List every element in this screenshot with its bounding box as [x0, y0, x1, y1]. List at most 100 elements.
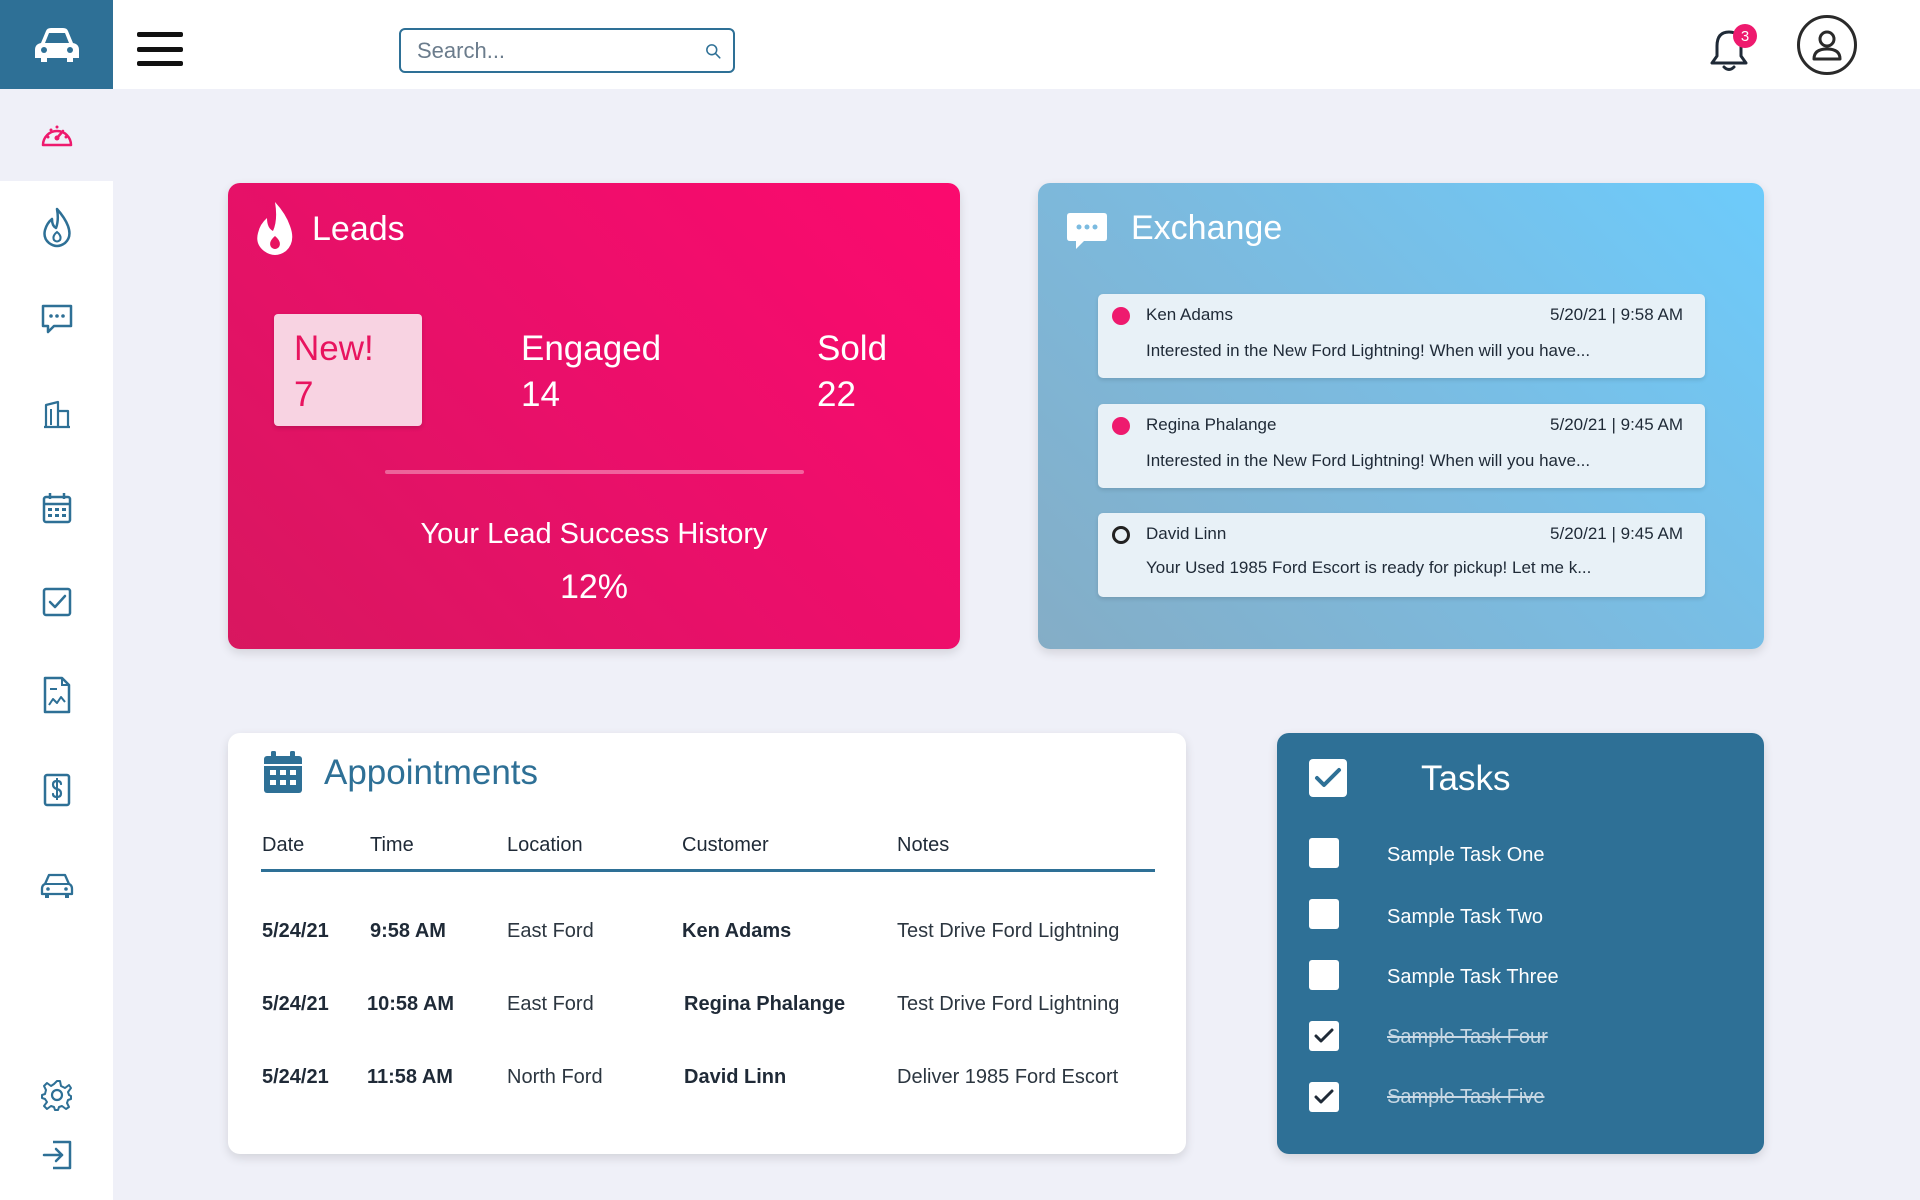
appointment-customer[interactable]: David Linn — [684, 1066, 787, 1088]
unread-indicator — [1112, 417, 1130, 435]
checkmark-icon — [1314, 1028, 1334, 1043]
appointment-location: East Ford — [507, 920, 594, 942]
read-indicator — [1112, 526, 1130, 544]
message-preview: Your Used 1985 Ford Escort is ready for … — [1146, 558, 1592, 577]
sidebar-item-dealerships[interactable] — [0, 368, 113, 460]
task-checkbox[interactable] — [1309, 960, 1339, 990]
appointment-location: North Ford — [507, 1066, 603, 1088]
new-leads-label: New! — [294, 329, 374, 368]
user-avatar-button[interactable] — [1797, 15, 1857, 75]
checkmark-icon — [1314, 1089, 1334, 1104]
appointment-notes: Test Drive Ford Lightning — [897, 920, 1120, 942]
search-box — [399, 28, 735, 73]
appointment-location: East Ford — [507, 993, 594, 1015]
new-leads-count: 7 — [294, 375, 314, 414]
exchange-card: Exchange Ken Adams 5/20/21 | 9:58 AM Int… — [1038, 183, 1764, 649]
app-logo[interactable] — [0, 0, 113, 89]
column-header-date[interactable]: Date — [262, 834, 305, 856]
message-preview: Interested in the New Ford Lightning! Wh… — [1146, 451, 1591, 470]
task-label[interactable]: Sample Task Two — [1387, 906, 1544, 928]
user-icon — [1812, 30, 1842, 61]
appointment-time: 9:58 AM — [370, 920, 446, 942]
search-input[interactable] — [417, 37, 705, 64]
column-header-location[interactable]: Location — [507, 834, 583, 856]
task-checkbox-checked[interactable] — [1309, 1082, 1339, 1112]
leads-card[interactable]: Leads New! 7 Engaged 14 Sold 22 Your Lea… — [228, 183, 960, 649]
lead-success-history-value: 12% — [559, 568, 629, 606]
settings-gear-icon — [40, 1080, 72, 1111]
flame-icon — [257, 202, 293, 255]
sidebar-item-leads[interactable] — [0, 181, 113, 273]
engaged-leads-count: 14 — [521, 375, 560, 414]
logout-icon — [42, 1140, 71, 1170]
message-sender: Regina Phalange — [1146, 415, 1277, 434]
message-preview: Interested in the New Ford Lightning! Wh… — [1146, 341, 1591, 360]
calendar-icon — [42, 493, 71, 524]
exchange-title: Exchange — [1131, 209, 1283, 247]
message-sender: Ken Adams — [1146, 305, 1233, 324]
task-label[interactable]: Sample Task Three — [1387, 966, 1559, 988]
hamburger-line — [137, 32, 183, 37]
appointments-title: Appointments — [324, 753, 539, 792]
message-sender: David Linn — [1146, 524, 1227, 543]
notification-count-badge: 3 — [1733, 24, 1757, 48]
sidebar-item-tasks[interactable] — [0, 556, 113, 648]
message-item[interactable]: Regina Phalange 5/20/21 | 9:45 AM Intere… — [1098, 404, 1705, 488]
sidebar-item-inventory[interactable] — [0, 839, 113, 931]
sidebar-item-reports[interactable] — [0, 649, 113, 741]
appointments-card: Appointments Date Time Location Customer… — [228, 733, 1186, 1154]
engaged-leads-label: Engaged — [521, 329, 662, 368]
sidebar-item-settings[interactable] — [0, 1049, 113, 1141]
building-icon — [43, 400, 70, 429]
tasks-header-checkbox — [1309, 759, 1347, 797]
dashboard-gauge-icon — [41, 125, 72, 147]
message-timestamp: 5/20/21 | 9:58 AM — [1550, 305, 1683, 324]
sold-leads-stat[interactable]: Sold 22 — [817, 326, 887, 418]
tasks-title: Tasks — [1421, 759, 1511, 798]
flame-icon — [42, 207, 71, 248]
sidebar-item-messages[interactable] — [0, 273, 113, 365]
sidebar-item-finance[interactable] — [0, 744, 113, 836]
appointment-time: 11:58 AM — [367, 1066, 453, 1088]
task-checkbox-checked[interactable] — [1309, 1021, 1339, 1051]
search-icon[interactable] — [705, 38, 721, 64]
sidebar-item-calendar[interactable] — [0, 462, 113, 554]
menu-toggle-button[interactable] — [137, 32, 183, 66]
appointment-time: 10:58 AM — [367, 993, 455, 1015]
sidebar-nav — [0, 89, 113, 1200]
leads-title: Leads — [312, 210, 405, 248]
sidebar-item-dashboard[interactable] — [0, 89, 113, 181]
hamburger-line — [137, 46, 183, 52]
unread-indicator — [1112, 307, 1130, 325]
task-label-completed[interactable]: Sample Task Five — [1387, 1086, 1545, 1108]
message-timestamp: 5/20/21 | 9:45 AM — [1550, 524, 1683, 543]
invoice-dollar-icon — [43, 773, 70, 807]
message-item[interactable]: David Linn 5/20/21 | 9:45 AM Your Used 1… — [1098, 513, 1705, 597]
task-label-completed[interactable]: Sample Task Four — [1387, 1026, 1548, 1048]
engaged-leads-stat[interactable]: Engaged 14 — [521, 326, 661, 418]
task-checkbox[interactable] — [1309, 899, 1339, 929]
appointment-customer[interactable]: Regina Phalange — [684, 993, 846, 1015]
leads-divider — [385, 470, 804, 474]
message-item[interactable]: Ken Adams 5/20/21 | 9:58 AM Interested i… — [1098, 294, 1705, 378]
chat-icon — [41, 304, 72, 334]
hamburger-line — [137, 61, 183, 66]
task-checkbox[interactable] — [1309, 838, 1339, 868]
appointment-customer[interactable]: Ken Adams — [682, 920, 792, 942]
lead-success-history-label: Your Lead Success History — [420, 518, 768, 550]
column-header-time[interactable]: Time — [370, 834, 414, 856]
appointment-notes: Deliver 1985 Ford Escort — [897, 1066, 1119, 1088]
car-icon — [40, 873, 73, 898]
message-timestamp: 5/20/21 | 9:45 AM — [1550, 415, 1683, 434]
car-logo-icon — [34, 27, 79, 62]
appointment-date: 5/24/21 — [262, 993, 329, 1015]
task-label[interactable]: Sample Task One — [1387, 844, 1545, 866]
column-header-notes[interactable]: Notes — [897, 834, 950, 856]
new-leads-stat[interactable]: New! 7 — [274, 314, 422, 426]
appointment-date: 5/24/21 — [262, 1066, 329, 1088]
chat-bubble-icon — [1067, 213, 1107, 249]
sidebar-item-logout[interactable] — [0, 1109, 113, 1200]
appointment-date: 5/24/21 — [262, 920, 329, 942]
appointment-notes: Test Drive Ford Lightning — [897, 993, 1120, 1015]
column-header-customer[interactable]: Customer — [682, 834, 769, 856]
